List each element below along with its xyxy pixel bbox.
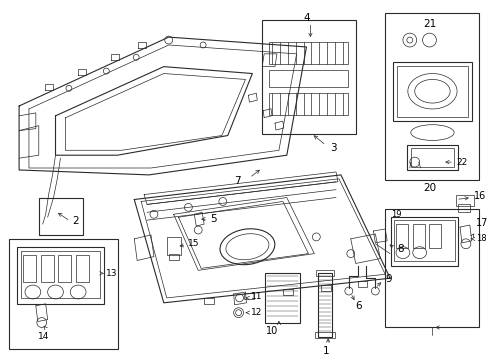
Bar — [391, 217, 458, 266]
Bar — [394, 220, 455, 261]
Bar — [39, 198, 83, 235]
Text: 7: 7 — [234, 176, 241, 186]
Bar — [58, 255, 71, 282]
Bar — [169, 254, 178, 260]
Bar — [21, 251, 100, 298]
Bar — [269, 93, 348, 115]
Text: 8: 8 — [397, 244, 404, 254]
Bar — [41, 255, 53, 282]
Text: 20: 20 — [423, 183, 436, 193]
Bar — [318, 273, 332, 337]
Text: 14: 14 — [38, 332, 49, 341]
Text: 2: 2 — [72, 216, 79, 226]
Text: 10: 10 — [266, 327, 278, 336]
Bar — [407, 145, 458, 170]
Bar — [317, 270, 334, 276]
Text: 12: 12 — [251, 308, 263, 317]
Bar — [358, 281, 368, 287]
Text: 17: 17 — [476, 218, 488, 228]
Bar — [9, 239, 118, 349]
Bar — [316, 332, 335, 338]
Bar — [396, 224, 408, 248]
Bar — [269, 69, 348, 87]
Text: 11: 11 — [251, 292, 263, 301]
Bar — [456, 194, 474, 206]
Bar — [430, 224, 441, 248]
Bar — [269, 42, 348, 64]
Bar — [204, 298, 214, 304]
Bar — [397, 66, 468, 117]
Bar — [411, 148, 454, 167]
Bar — [167, 237, 181, 255]
Text: 13: 13 — [106, 269, 117, 278]
Text: 1: 1 — [323, 346, 329, 356]
Bar — [413, 224, 424, 248]
Text: 5: 5 — [210, 214, 217, 224]
Bar — [458, 204, 470, 212]
Bar — [393, 62, 472, 121]
Bar — [23, 255, 36, 282]
Text: 22: 22 — [456, 158, 467, 167]
Bar — [321, 285, 331, 291]
Text: 16: 16 — [474, 190, 486, 201]
Text: 19: 19 — [391, 210, 402, 219]
Bar — [17, 247, 104, 304]
Text: 15: 15 — [188, 239, 200, 248]
Bar — [245, 293, 254, 299]
Text: 6: 6 — [356, 301, 362, 311]
Text: 4: 4 — [303, 13, 310, 23]
Bar — [283, 289, 293, 295]
Bar — [76, 255, 89, 282]
Text: 21: 21 — [423, 19, 436, 29]
Bar — [262, 21, 356, 134]
Text: 3: 3 — [330, 143, 337, 153]
Bar — [265, 273, 299, 323]
Bar — [385, 209, 479, 328]
Bar — [385, 13, 479, 180]
Text: 9: 9 — [385, 274, 392, 284]
Text: 18: 18 — [476, 234, 487, 243]
